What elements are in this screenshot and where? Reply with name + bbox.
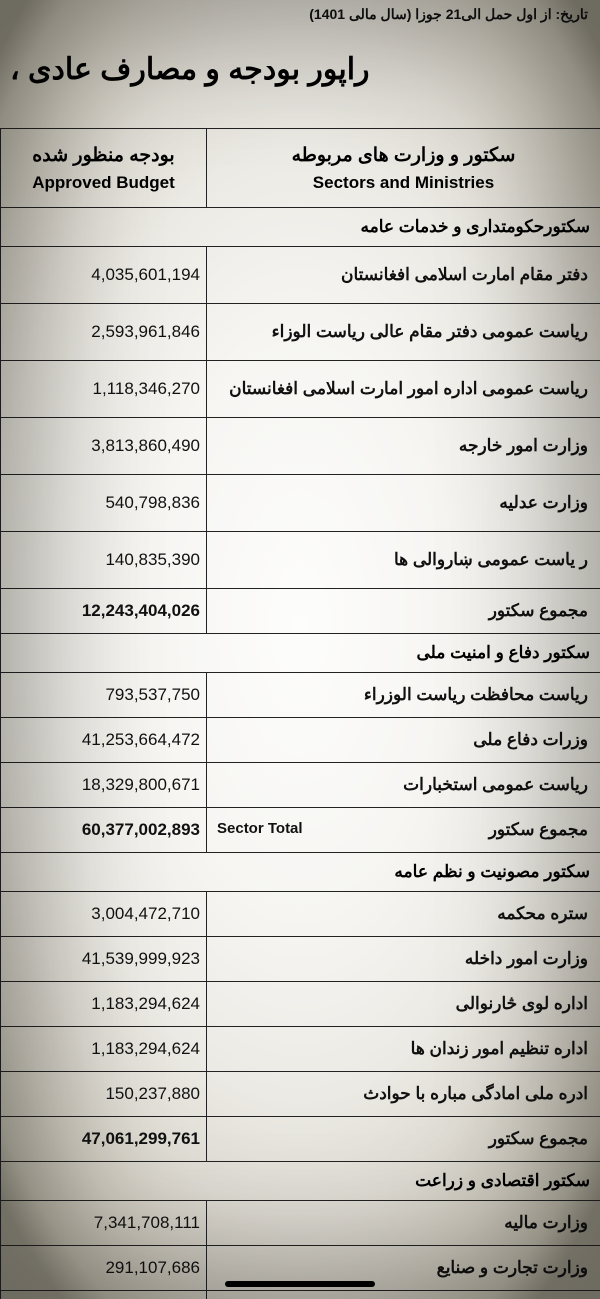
- sector-total-row: 60,377,002,893 Sector Total مجموع سکتور: [1, 808, 600, 853]
- ministry-label: اداره تنظیم امور زندان ها: [411, 1039, 588, 1058]
- approved-budget-cell: 3,813,860,490: [1, 418, 207, 475]
- budget-row: 2,593,961,846 ریاست عمومی دفتر مقام عالی …: [1, 304, 600, 361]
- report-title: راپور بودجه و مصارف عادی ،: [0, 52, 600, 87]
- budget-row: 1,183,294,624 اداره لوی څارنوالی: [1, 982, 600, 1027]
- ministry-cell: وزارت مالیه: [207, 1201, 600, 1246]
- approved-budget-cell: 223,641,847: [1, 1291, 207, 1299]
- ministry-label: ریاست عمومی دفتر مقام عالی ریاست الوزاء: [272, 322, 588, 341]
- approved-budget-cell: 41,253,664,472: [1, 718, 207, 763]
- ministry-label: وزارت امور خارجه: [459, 436, 588, 455]
- home-indicator: [225, 1281, 375, 1287]
- approved-budget-cell: 7,341,708,111: [1, 1201, 207, 1246]
- approved-budget-cell: 4,035,601,194: [1, 247, 207, 304]
- ministry-label: ریاست عمومی اداره امور امارت اسلامی افغا…: [229, 379, 588, 398]
- budget-row: 150,237,880 ادره ملی امادگی مباره با حواد…: [1, 1072, 600, 1117]
- approved-budget-cell: 291,107,686: [1, 1246, 207, 1291]
- ministry-label: دفتر مقام امارت اسلامی افغانستان: [341, 265, 588, 284]
- ministry-label: ریاست عمومی استخبارات: [403, 775, 588, 794]
- ministry-label: وزارت مالیه: [504, 1213, 588, 1232]
- budget-row: 3,004,472,710 ستره محکمه: [1, 892, 600, 937]
- ministry-cell: وزرات دفاع ملی: [207, 718, 600, 763]
- ministry-label: وزارت عدلیه: [499, 493, 588, 512]
- ministry-cell: ریاست عمومی اداره امور امارت اسلامی افغا…: [207, 361, 600, 418]
- ministry-cell: وزارت امور خارجه: [207, 418, 600, 475]
- sector-header-row: سکتور دفاع و امنیت ملی: [1, 634, 600, 673]
- sector-name: سکتور دفاع و امنیت ملی: [1, 634, 600, 673]
- ministry-label: ریاست محافظت ریاست الوزراء: [364, 685, 588, 704]
- header-ministry: سکتور و وزارت های مربوطه Sectors and Min…: [207, 129, 600, 208]
- ministry-cell: Sector Total مجموع سکتور: [207, 808, 600, 853]
- approved-budget-cell: 2,593,961,846: [1, 304, 207, 361]
- ministry-label: وزرات دفاع ملی: [473, 730, 588, 749]
- ministry-cell: وزارت عدلیه: [207, 475, 600, 532]
- ministry-label: مجموع سکتور: [489, 1129, 588, 1148]
- budget-row: 1,183,294,624 اداره تنظیم امور زندان ها: [1, 1027, 600, 1072]
- ministry-cell: ریاست محافظت ریاست الوزراء: [207, 673, 600, 718]
- ministry-label: ادره ملی امادگی مباره با حوادث: [363, 1084, 588, 1103]
- header-budget-fa: بودجه منظور شده: [1, 144, 206, 167]
- sector-total-en: Sector Total: [217, 820, 303, 837]
- ministry-label: ستره محکمه: [497, 904, 588, 923]
- budget-row: 41,539,999,923 وزارت امور داخله: [1, 937, 600, 982]
- header-budget: بودجه منظور شده Approved Budget: [1, 129, 207, 208]
- budget-row: 140,835,390 ر یاست عمومی ښاروالی ها: [1, 532, 600, 589]
- sector-header-row: سکتورحکومتداری و خدمات عامه: [1, 208, 600, 247]
- approved-budget-cell: 3,004,472,710: [1, 892, 207, 937]
- budget-table: بودجه منظور شده Approved Budget سکتور و …: [0, 128, 600, 1299]
- approved-budget-cell: 1,183,294,624: [1, 1027, 207, 1072]
- sector-name: سکتور اقتصادی و زراعت: [1, 1162, 600, 1201]
- budget-row: 793,537,750 ریاست محافظت ریاست الوزراء: [1, 673, 600, 718]
- date-line: تاریخ: از اول حمل الی21 جوزا (سال مالی 1…: [309, 6, 588, 23]
- document-page: تاریخ: از اول حمل الی21 جوزا (سال مالی 1…: [0, 0, 600, 1299]
- budget-row: 223,641,847وزارت اقتصاد: [1, 1291, 600, 1299]
- approved-budget-cell: 41,539,999,923: [1, 937, 207, 982]
- ministry-cell: ستره محکمه: [207, 892, 600, 937]
- header-ministry-en: Sectors and Ministries: [313, 173, 494, 192]
- approved-budget-cell: 150,237,880: [1, 1072, 207, 1117]
- sector-header-row: سکتور اقتصادی و زراعت: [1, 1162, 600, 1201]
- budget-row: 3,813,860,490 وزارت امور خارجه: [1, 418, 600, 475]
- ministry-cell: مجموع سکتور: [207, 589, 600, 634]
- budget-row: 540,798,836 وزارت عدلیه: [1, 475, 600, 532]
- header-ministry-fa: سکتور و وزارت های مربوطه: [207, 144, 600, 167]
- budget-row: 4,035,601,194 دفتر مقام امارت اسلامی افغا…: [1, 247, 600, 304]
- sector-header-row: سکتور مصونیت و نظم عامه: [1, 853, 600, 892]
- ministry-cell: اداره تنظیم امور زندان ها: [207, 1027, 600, 1072]
- sector-name: سکتورحکومتداری و خدمات عامه: [1, 208, 600, 247]
- ministry-cell: ریاست عمومی استخبارات: [207, 763, 600, 808]
- approved-budget-cell: 18,329,800,671: [1, 763, 207, 808]
- approved-budget-cell: 540,798,836: [1, 475, 207, 532]
- ministry-cell: ادره ملی امادگی مباره با حوادث: [207, 1072, 600, 1117]
- ministry-label: مجموع سکتور: [489, 820, 588, 839]
- sector-name: سکتور مصونیت و نظم عامه: [1, 853, 600, 892]
- ministry-label: وزارت تجارت و صنایع: [437, 1258, 588, 1277]
- header-budget-en: Approved Budget: [32, 173, 175, 192]
- approved-budget-cell: 1,118,346,270: [1, 361, 207, 418]
- approved-budget-cell: 140,835,390: [1, 532, 207, 589]
- budget-row: 7,341,708,111 وزارت مالیه: [1, 1201, 600, 1246]
- sector-total-row: 12,243,404,026 مجموع سکتور: [1, 589, 600, 634]
- sector-total-row: 47,061,299,761 مجموع سکتور: [1, 1117, 600, 1162]
- ministry-cell: اداره لوی څارنوالی: [207, 982, 600, 1027]
- approved-budget-cell: 47,061,299,761: [1, 1117, 207, 1162]
- ministry-cell: ریاست عمومی دفتر مقام عالی ریاست الوزاء: [207, 304, 600, 361]
- ministry-cell: ر یاست عمومی ښاروالی ها: [207, 532, 600, 589]
- budget-row: 1,118,346,270 ریاست عمومی اداره امور امار…: [1, 361, 600, 418]
- approved-budget-cell: 60,377,002,893: [1, 808, 207, 853]
- ministry-cell: وزارت اقتصاد: [207, 1291, 600, 1299]
- ministry-label: مجموع سکتور: [489, 601, 588, 620]
- ministry-label: ر یاست عمومی ښاروالی ها: [394, 550, 588, 569]
- approved-budget-cell: 12,243,404,026: [1, 589, 207, 634]
- approved-budget-cell: 793,537,750: [1, 673, 207, 718]
- ministry-cell: دفتر مقام امارت اسلامی افغانستان: [207, 247, 600, 304]
- ministry-label: وزارت امور داخله: [465, 949, 588, 968]
- ministry-cell: مجموع سکتور: [207, 1117, 600, 1162]
- header-row: بودجه منظور شده Approved Budget سکتور و …: [1, 129, 600, 208]
- ministry-label: اداره لوی څارنوالی: [456, 994, 588, 1013]
- budget-row: 41,253,664,472 وزرات دفاع ملی: [1, 718, 600, 763]
- ministry-cell: وزارت امور داخله: [207, 937, 600, 982]
- budget-row: 18,329,800,671 ریاست عمومی استخبارات: [1, 763, 600, 808]
- approved-budget-cell: 1,183,294,624: [1, 982, 207, 1027]
